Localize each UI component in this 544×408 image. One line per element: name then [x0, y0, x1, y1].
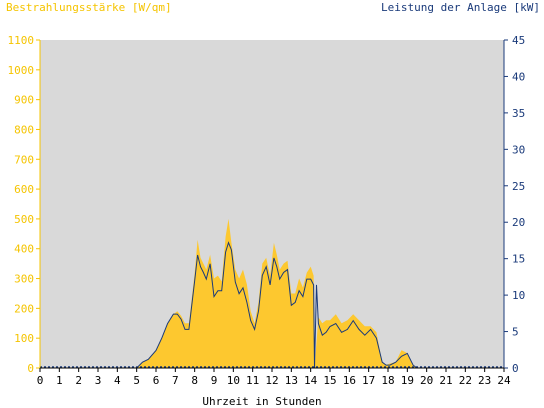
left-axis-title: Bestrahlungsstärke [W/qm]: [6, 1, 172, 14]
left-tick-label: 600: [14, 183, 34, 196]
right-axis-title: Leistung der Anlage [kW]: [381, 1, 540, 14]
left-ticks: 0 100 200 300 400 500 600 700 800 900 1000 1100: [8, 34, 40, 375]
power-line: [40, 241, 504, 369]
x-tick-label: 10: [227, 374, 240, 387]
left-tick-label: 1100: [8, 34, 35, 47]
x-tick-label: 2: [75, 374, 82, 387]
x-tick-label: 24: [497, 374, 511, 387]
x-ticks: 0 1 2 3 4 5 6 7 8 9 10 11 12 13 14 15 16 17 18 19 20 21 22 23 24: [37, 368, 511, 387]
left-tick-label: 0: [27, 362, 34, 375]
right-tick-label: 20: [512, 216, 525, 229]
right-tick-label: 35: [512, 107, 525, 120]
right-tick-label: 10: [512, 289, 525, 302]
x-tick-label: 4: [114, 374, 121, 387]
irradiance-area: [40, 218, 504, 368]
x-tick-label: 17: [362, 374, 375, 387]
x-axis-title: Uhrzeit in Stunden: [202, 395, 321, 408]
right-tick-label: 15: [512, 253, 525, 266]
right-tick-label: 40: [512, 70, 525, 83]
left-tick-label: 800: [14, 123, 34, 136]
x-tick-label: 3: [95, 374, 102, 387]
right-tick-label: 45: [512, 34, 525, 47]
left-tick-label: 100: [14, 332, 34, 345]
right-tick-label: 30: [512, 143, 525, 156]
right-tick-label: 0: [512, 362, 519, 375]
x-tick-label: 14: [304, 374, 318, 387]
x-tick-label: 23: [478, 374, 491, 387]
x-tick-label: 8: [191, 374, 198, 387]
x-tick-label: 1: [56, 374, 63, 387]
x-tick-label: 13: [285, 374, 298, 387]
x-tick-label: 22: [459, 374, 472, 387]
x-tick-label: 0: [37, 374, 44, 387]
left-tick-label: 1000: [8, 64, 35, 77]
left-tick-label: 200: [14, 302, 34, 315]
x-tick-label: 20: [420, 374, 433, 387]
x-tick-label: 5: [133, 374, 140, 387]
right-tick-label: 5: [512, 326, 519, 339]
left-tick-label: 500: [14, 213, 34, 226]
right-tick-label: 25: [512, 180, 525, 193]
left-tick-label: 900: [14, 94, 34, 107]
x-tick-label: 12: [265, 374, 278, 387]
x-tick-label: 18: [381, 374, 394, 387]
x-tick-label: 11: [246, 374, 259, 387]
right-ticks: 0 5 10 15 20 25 30 35 40 45: [504, 34, 525, 375]
x-tick-label: 16: [343, 374, 356, 387]
x-tick-label: 6: [153, 374, 160, 387]
left-tick-label: 300: [14, 273, 34, 286]
left-tick-label: 700: [14, 153, 34, 166]
x-tick-label: 19: [401, 374, 414, 387]
left-tick-label: 400: [14, 243, 34, 256]
x-tick-label: 7: [172, 374, 179, 387]
x-tick-label: 15: [323, 374, 336, 387]
x-tick-label: 9: [211, 374, 218, 387]
x-tick-label: 21: [439, 374, 452, 387]
